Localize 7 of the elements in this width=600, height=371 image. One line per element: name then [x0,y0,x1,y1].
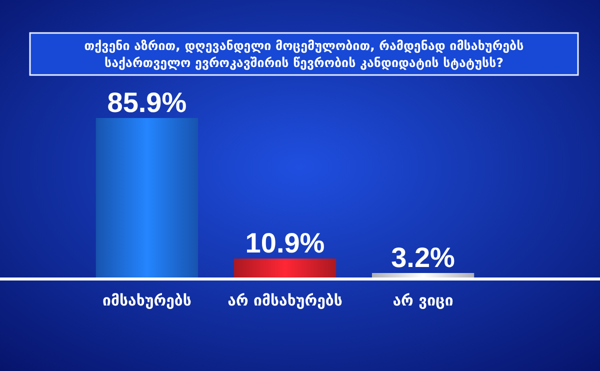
x-tick-label: არ ვიცი [392,292,454,310]
x-tick-label: იმსახურებს [102,292,192,310]
x-tick-label: არ იმსახურებს [228,292,342,310]
data-label: 10.9% [245,228,325,259]
chart-title: თქვენი აზრით, დღევანდელი მოცემულობით, რამდენად იმსახურებს საქართველო ევროკავშირის წევრობის კანდიდატის სტატუსს? [84,38,524,70]
data-label: 85.9% [107,87,187,118]
data-label: 3.2% [391,242,456,273]
